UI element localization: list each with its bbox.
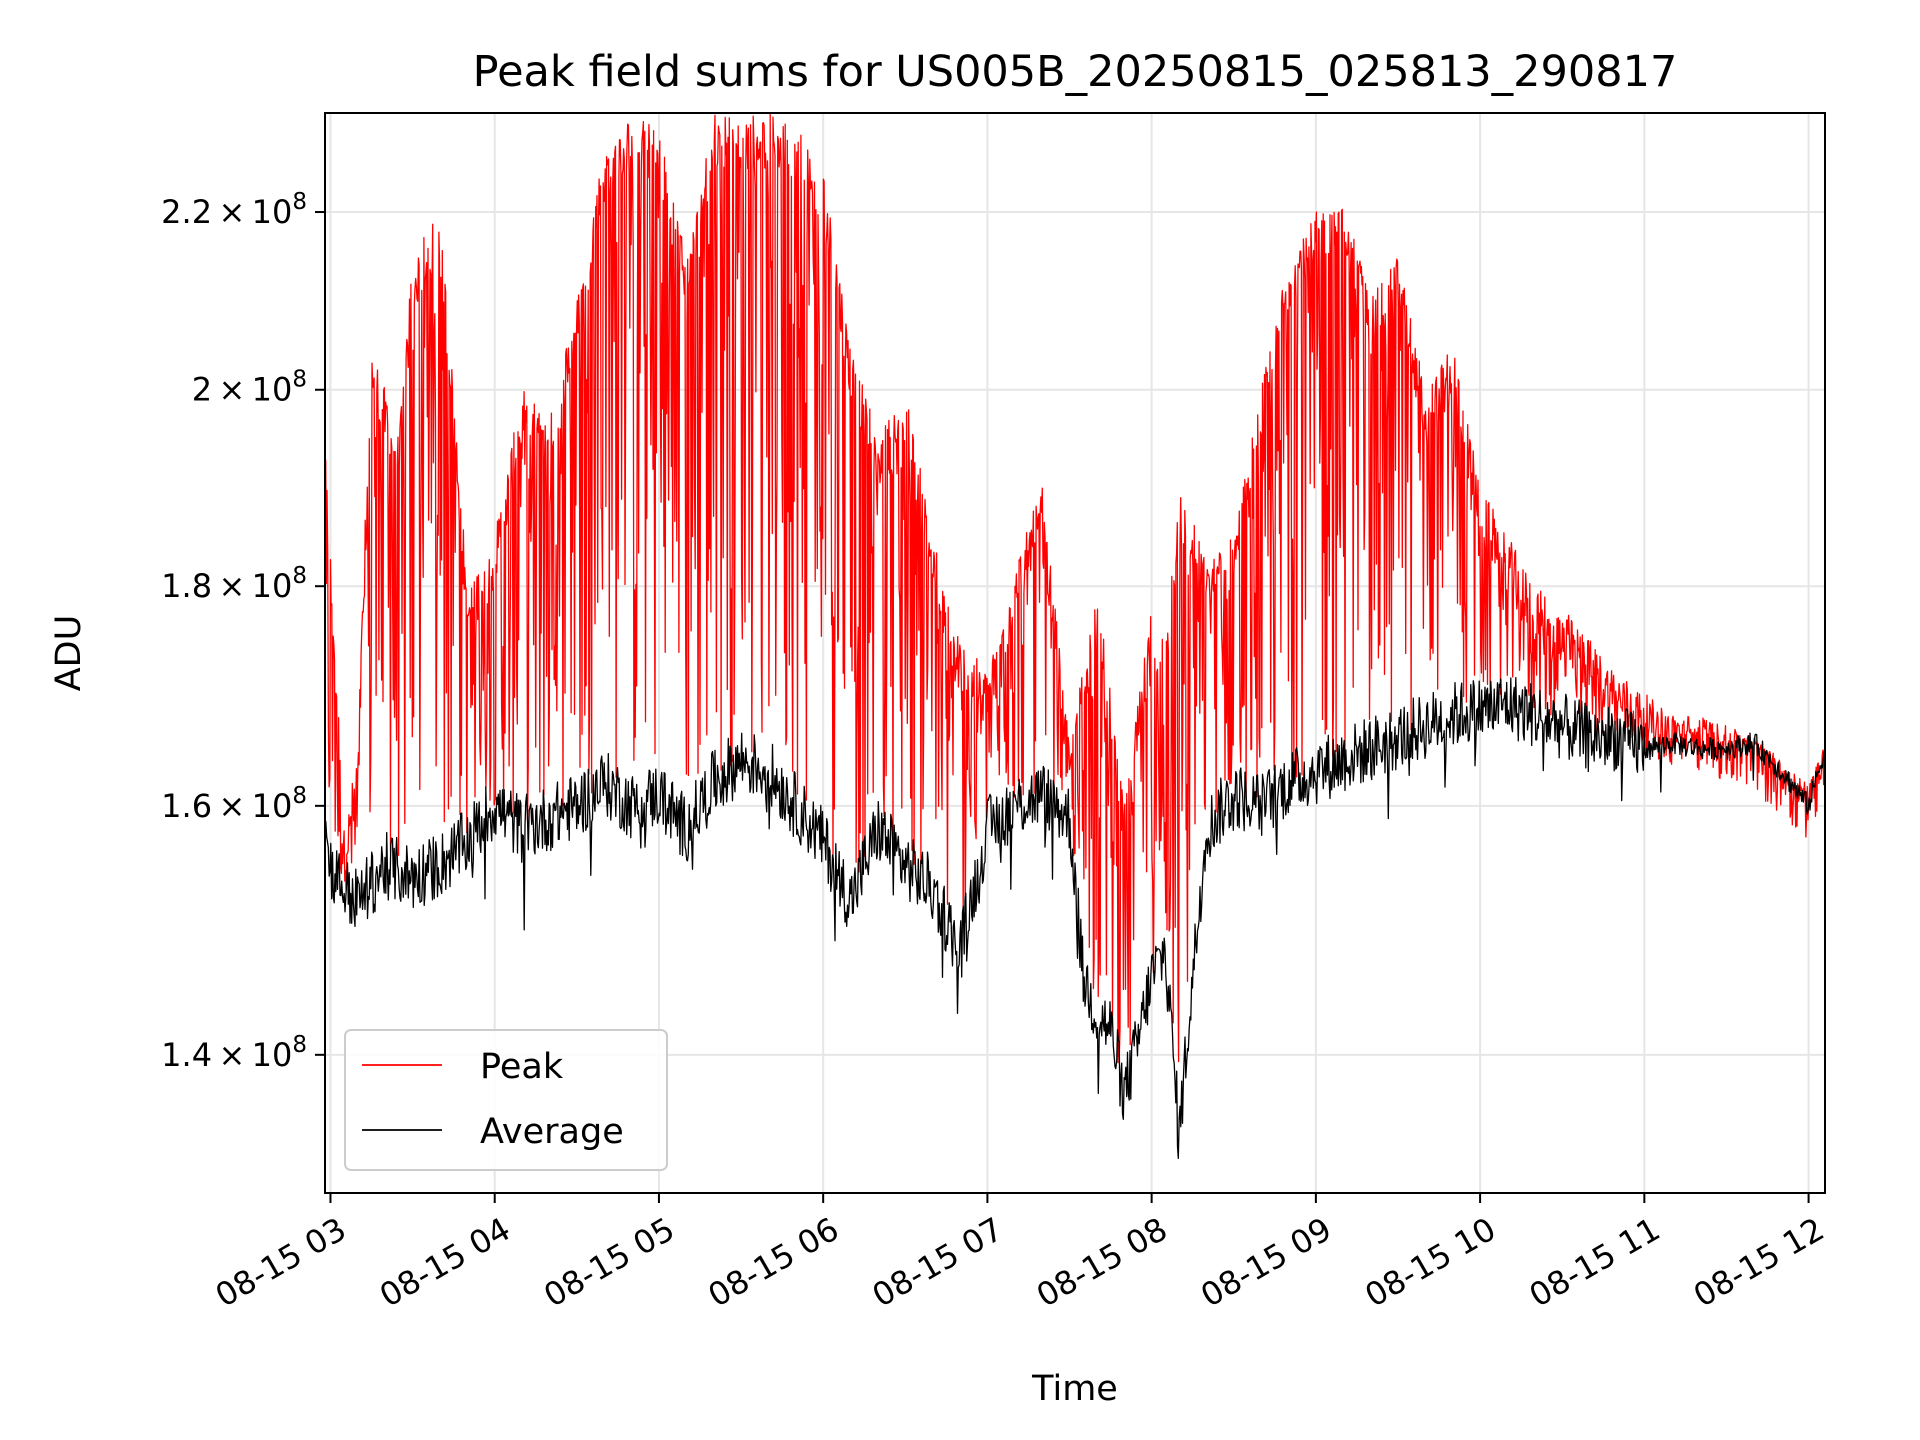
y-tick-mantissa: 1.6 [161,787,212,825]
series-layer [325,113,1825,1160]
y-tick-times: × [212,193,252,231]
series-peak-line [325,113,1825,1064]
legend-label-average: Average [480,1112,624,1152]
y-tick-mantissa: 2.2 [161,193,212,231]
y-tick-label: 1.8 × 108 [161,563,307,605]
legend-label-peak: Peak [480,1047,564,1087]
y-tick-exponent: 8 [292,367,307,393]
y-tick-exponent: 8 [292,563,307,589]
y-tick-base: 10 [252,1036,293,1074]
chart-title: Peak field sums for US005B_20250815_0258… [473,47,1678,97]
y-tick-base: 10 [252,787,293,825]
y-tick-times: × [212,371,252,409]
y-tick-base: 10 [252,567,293,605]
y-tick-mantissa: 1.8 [161,567,212,605]
y-tick-times: × [212,1036,252,1074]
series-average-line [325,677,1825,1160]
y-tick-label: 2 × 108 [192,367,307,409]
x-axis-label: Time [1031,1369,1118,1409]
legend: Peak Average [344,1029,668,1171]
y-tick-label: 1.4 × 108 [161,1032,307,1074]
y-tick-base: 10 [252,193,293,231]
y-tick-exponent: 8 [292,783,307,809]
grid [325,113,1825,1193]
y-tick-exponent: 8 [292,1032,307,1058]
y-tick-times: × [212,787,252,825]
y-tick-label: 1.6 × 108 [161,783,307,825]
y-tick-label: 2.2 × 108 [161,189,307,231]
plot-frame [324,112,1826,1194]
y-tick-mantissa: 2 [192,371,212,409]
y-tick-mantissa: 1.4 [161,1036,212,1074]
y-tick-base: 10 [252,371,293,409]
y-axis-label: ADU [49,615,89,692]
y-tick-exponent: 8 [292,189,307,215]
y-tick-times: × [212,567,252,605]
